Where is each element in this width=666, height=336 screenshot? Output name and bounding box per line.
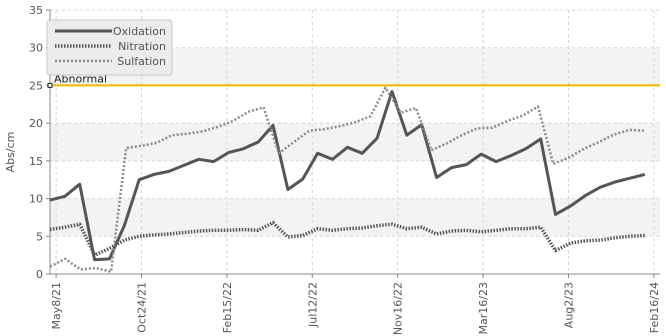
plot-band: [50, 198, 660, 237]
x-tick-label: Mar16/23: [477, 282, 490, 334]
legend: Oxidation Nitration Sulfation: [46, 19, 173, 76]
threshold-label: Abnormal: [54, 72, 107, 85]
series-line-sulfation: [49, 86, 645, 273]
y-tick-label: 0: [36, 268, 43, 281]
plot-background: [50, 10, 660, 274]
legend-label-nitration: Nitration: [118, 40, 166, 53]
threshold-marker: [47, 82, 53, 88]
x-tick-label: Aug2/23: [563, 282, 576, 328]
y-tick-label: 25: [29, 79, 43, 92]
legend-label-oxidation: Oxidation: [113, 25, 166, 38]
x-tick-label: Jul12/22: [306, 282, 319, 328]
y-tick-label: 35: [29, 4, 43, 17]
series-lines: [49, 86, 646, 273]
x-tick-label: May8/21: [50, 282, 63, 329]
plot-band: [50, 123, 660, 161]
threshold-line-group: Abnormal: [47, 72, 660, 88]
legend-label-sulfation: Sulfation: [117, 55, 166, 68]
x-tick-label: Oct24/21: [136, 282, 149, 333]
y-tick-label: 15: [29, 155, 43, 168]
y-tick-label: 10: [29, 193, 43, 206]
series-line-nitration: [49, 220, 645, 257]
y-axis-title: Abs/cm: [4, 132, 17, 173]
series-line-oxidation: [49, 90, 646, 262]
y-tick-label: 30: [29, 42, 43, 55]
y-tick-label: 20: [29, 117, 43, 130]
y-tick-label: 5: [36, 230, 43, 243]
x-tick-label: Nov16/22: [392, 282, 405, 335]
x-tick-label: Feb15/22: [221, 282, 234, 333]
x-tick-label: Feb16/24: [648, 282, 661, 333]
